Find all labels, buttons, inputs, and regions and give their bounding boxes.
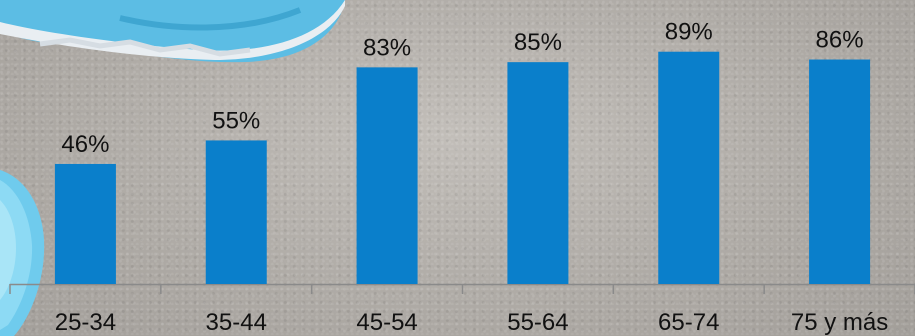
category-label: 75 y más	[791, 309, 888, 336]
bars-group	[54, 51, 871, 285]
category-label: 45-54	[356, 309, 417, 336]
category-labels-group: 25-34 35-44 45-54 55-64 65-74 75 y más	[55, 309, 889, 336]
category-label: 55-64	[507, 309, 568, 336]
bar-75-y-más	[809, 59, 871, 284]
value-label: 83%	[363, 34, 411, 61]
top-shoe-image	[0, 0, 345, 63]
bar-25-34	[54, 163, 116, 284]
category-label: 65-74	[658, 309, 719, 336]
bar-35-44	[205, 140, 267, 284]
value-label: 89%	[665, 19, 713, 46]
category-label: 35-44	[206, 309, 267, 336]
bar-55-64	[507, 62, 569, 285]
category-label: 25-34	[55, 309, 116, 336]
bar-45-54	[356, 67, 418, 285]
value-label: 85%	[514, 29, 562, 56]
x-axis-ticks	[9, 284, 915, 294]
value-label: 86%	[816, 27, 864, 54]
value-label: 55%	[212, 107, 260, 134]
bottom-shoe-image	[0, 170, 45, 336]
value-labels-group: 46% 55% 83% 85% 89% 86%	[61, 19, 863, 158]
value-label: 46%	[61, 131, 109, 158]
bar-65-74	[658, 51, 720, 285]
